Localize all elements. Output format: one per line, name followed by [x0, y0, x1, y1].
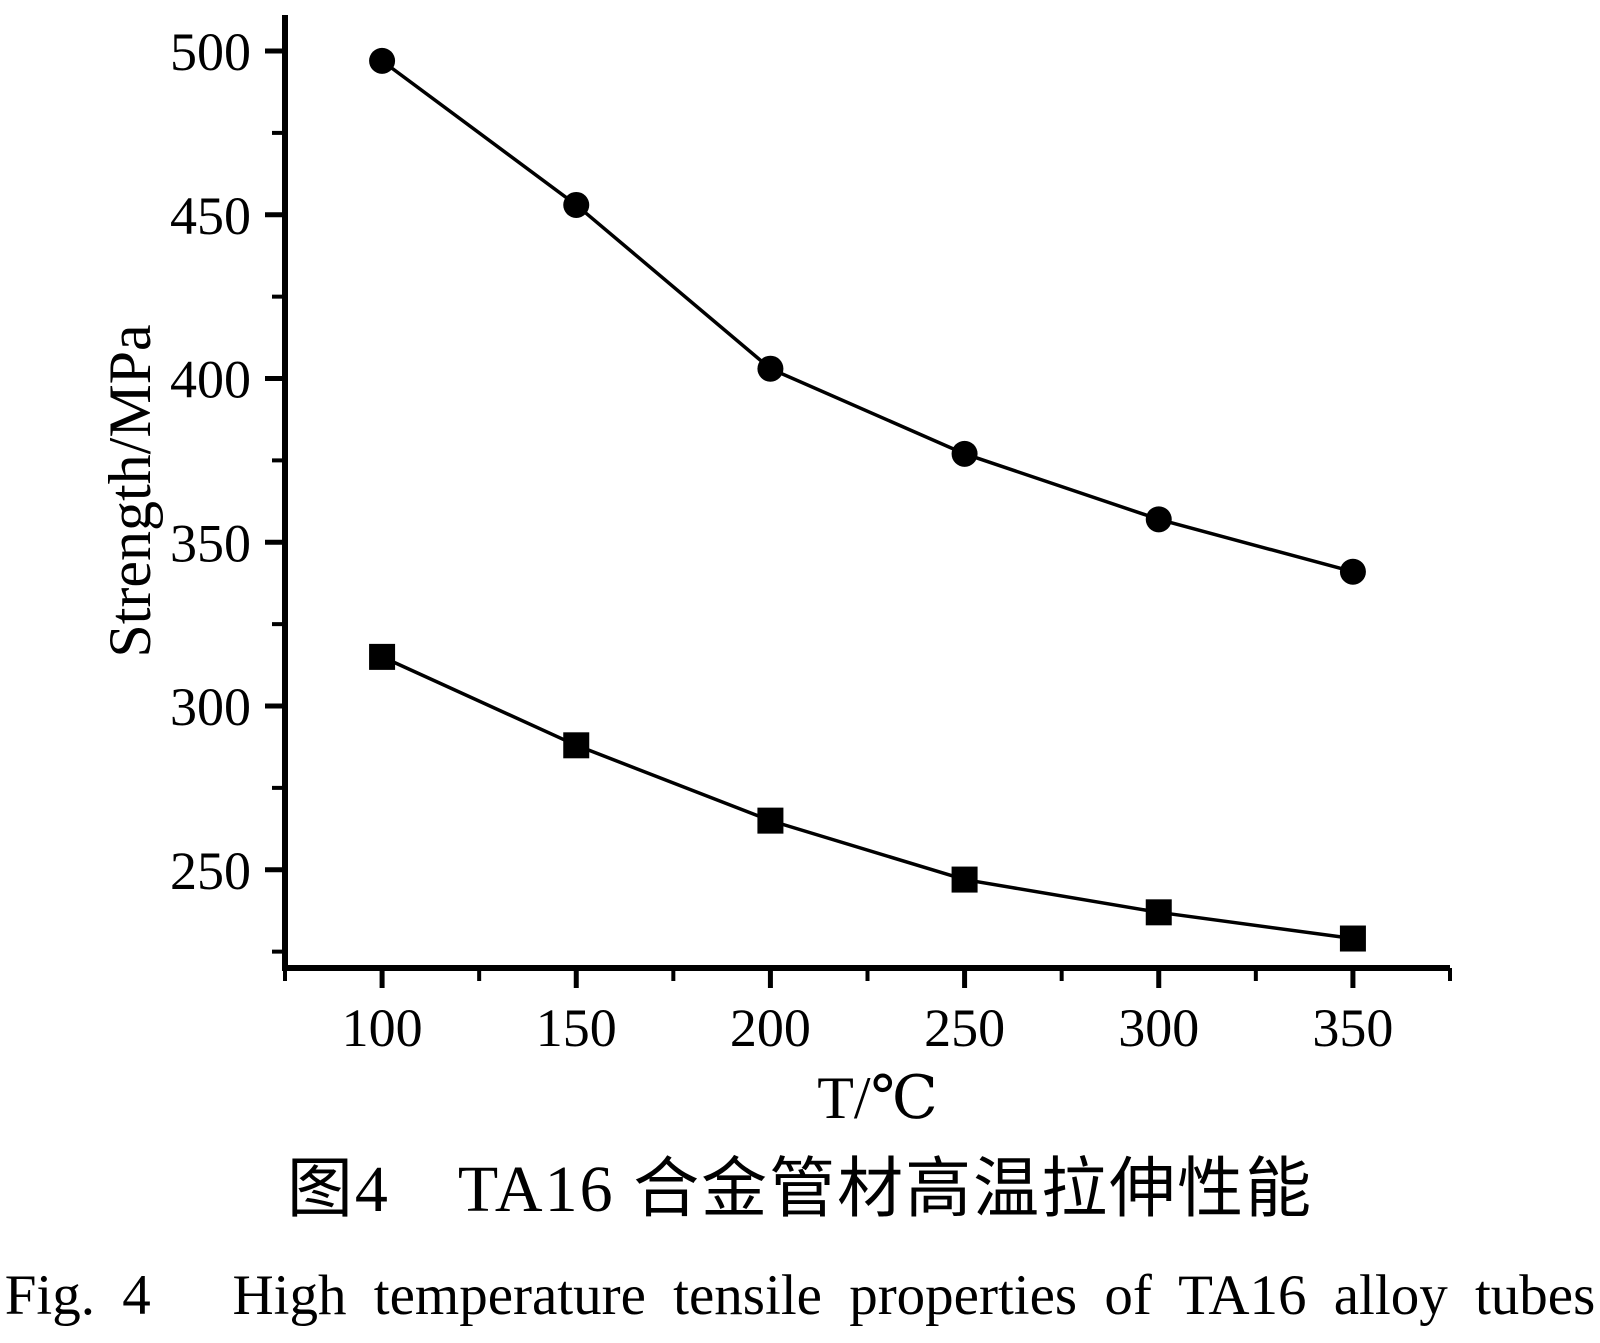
data-point-circle-tensile-strength: [1145, 506, 1172, 533]
x-axis: 100 150 200 250 300 350: [283, 968, 1452, 1058]
data-point-square-yield-strength: [1339, 925, 1366, 952]
data-point-circle-tensile-strength: [757, 355, 784, 382]
data-point-square-yield-strength: [951, 866, 978, 893]
y-axis-tick-label: 500: [170, 22, 251, 82]
y-axis: 250 300 350 400 450 500: [170, 22, 285, 954]
x-axis-tick-label: 350: [1312, 998, 1393, 1058]
data-point-square-yield-strength: [369, 643, 396, 670]
tensile-properties-chart: 100 150 200 250 300 350 250 300 350 400 450 500 T/℃ S…: [97, 15, 1452, 1131]
x-axis-tick-label: 250: [924, 998, 1005, 1058]
data-point-square-yield-strength: [1145, 899, 1172, 926]
x-axis-tick-label: 100: [342, 998, 423, 1058]
caption-english: Fig. 4 High temperature tensile properti…: [4, 1264, 1596, 1327]
y-axis-tick-label: 250: [170, 841, 251, 901]
series-yield-strength: [369, 643, 1366, 952]
y-axis-tick-label: 300: [170, 677, 251, 737]
data-point-square-yield-strength: [757, 807, 784, 834]
y-axis-tick-label: 400: [170, 350, 251, 410]
x-axis-tick-label: 200: [730, 998, 811, 1058]
data-point-circle-tensile-strength: [563, 191, 590, 218]
x-axis-tick-label: 300: [1118, 998, 1199, 1058]
y-axis-tick-label: 350: [170, 513, 251, 573]
series-tensile-strength: [369, 47, 1366, 585]
data-point-circle-tensile-strength: [951, 440, 978, 467]
x-axis-label: T/℃: [817, 1065, 937, 1131]
data-point-circle-tensile-strength: [1339, 558, 1366, 585]
y-axis-tick-label: 450: [170, 186, 251, 246]
x-axis-tick-label: 150: [536, 998, 617, 1058]
caption-chinese: 图4 TA16 合金管材高温拉伸性能: [286, 1153, 1314, 1226]
data-point-circle-tensile-strength: [369, 47, 396, 74]
y-axis-label: Strength/MPa: [97, 324, 163, 657]
series-line-yield-strength: [381, 655, 1354, 941]
data-point-square-yield-strength: [563, 732, 590, 759]
series-line-tensile-strength: [381, 59, 1354, 574]
